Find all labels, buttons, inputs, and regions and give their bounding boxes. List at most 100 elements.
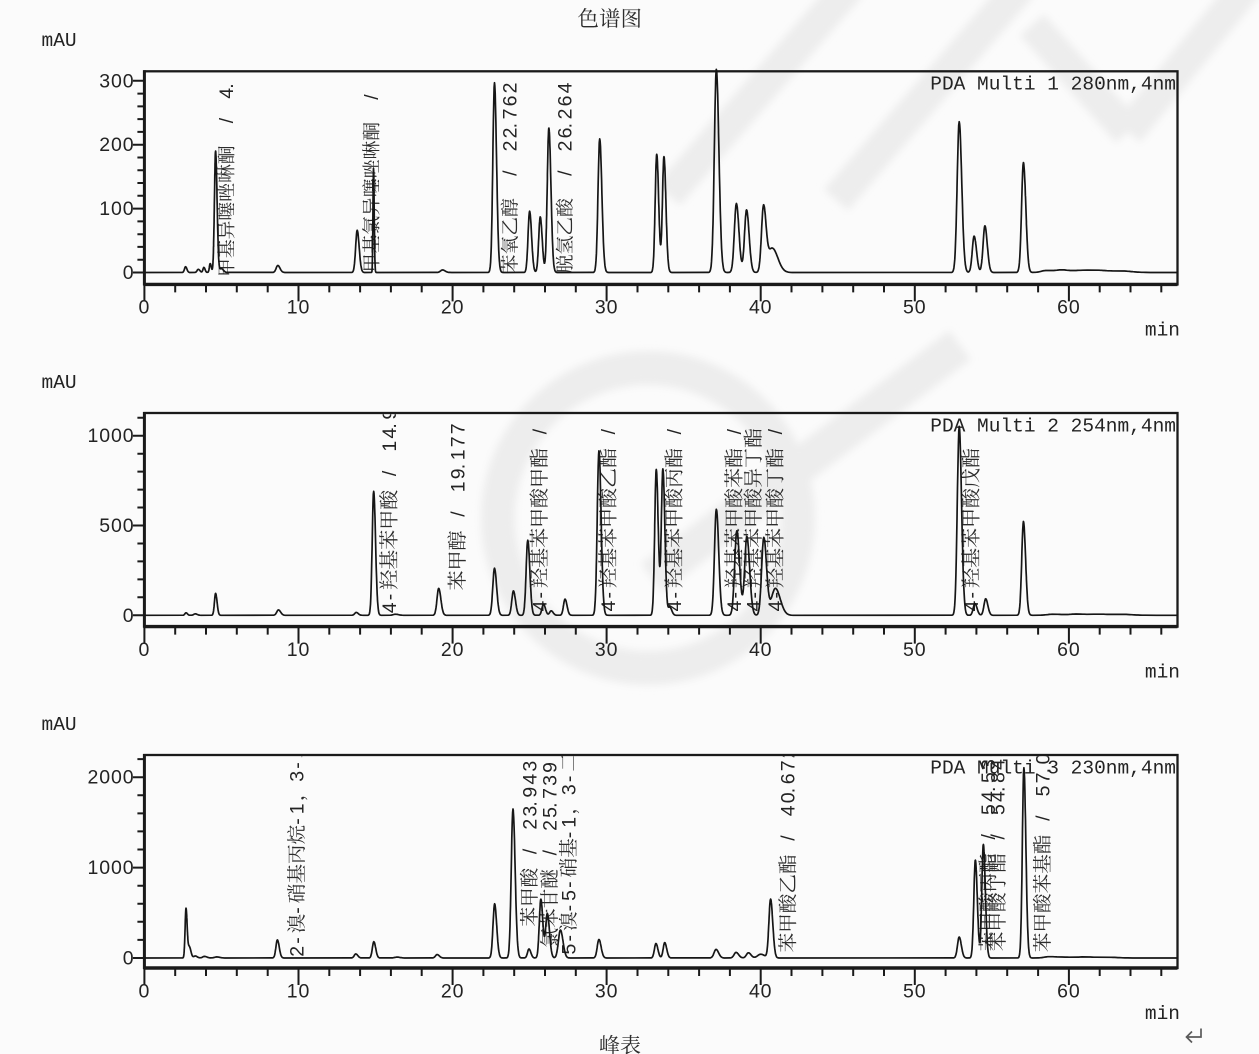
svg-text:-: - — [664, 592, 686, 599]
svg-text:/: / — [519, 848, 541, 854]
svg-text:100: 100 — [99, 198, 134, 220]
svg-text:-: - — [961, 592, 983, 599]
svg-text:7: 7 — [500, 109, 522, 120]
svg-text:4: 4 — [961, 601, 983, 612]
svg-text:6: 6 — [500, 96, 522, 107]
svg-text:-: - — [558, 935, 580, 942]
svg-text:.: . — [987, 787, 1009, 792]
svg-text:/: / — [540, 849, 562, 855]
svg-text:-: - — [287, 818, 309, 825]
svg-text:6: 6 — [555, 96, 577, 107]
svg-text:5: 5 — [540, 807, 562, 818]
svg-text:5: 5 — [558, 944, 580, 955]
svg-text:0: 0 — [123, 948, 135, 970]
svg-text:60: 60 — [1057, 980, 1081, 1002]
svg-text:4: 4 — [978, 791, 1000, 802]
svg-text:mAU: mAU — [42, 714, 77, 736]
svg-text:60: 60 — [1057, 639, 1081, 661]
svg-text:2: 2 — [555, 109, 577, 120]
svg-text:-: - — [529, 592, 551, 599]
svg-text:2: 2 — [500, 128, 522, 139]
svg-text:7: 7 — [778, 760, 800, 771]
svg-text:4: 4 — [724, 601, 746, 612]
svg-text:4: 4 — [743, 601, 765, 612]
svg-text:6: 6 — [555, 128, 577, 139]
svg-text:7: 7 — [1032, 773, 1054, 784]
svg-text:4: 4 — [765, 601, 787, 612]
svg-text:200: 200 — [99, 134, 134, 156]
svg-text:/: / — [500, 170, 522, 176]
svg-text:3: 3 — [287, 771, 309, 782]
svg-text:/: / — [529, 428, 551, 434]
svg-text:-: - — [558, 776, 580, 783]
svg-text:-: - — [379, 594, 401, 601]
svg-text:/: / — [447, 511, 469, 517]
svg-text:.: . — [555, 123, 577, 128]
svg-text:30: 30 — [595, 980, 619, 1002]
svg-text:2: 2 — [287, 946, 309, 957]
svg-text:/: / — [778, 835, 800, 841]
svg-text:20: 20 — [441, 980, 465, 1002]
svg-text:50: 50 — [903, 639, 927, 661]
svg-text:1: 1 — [447, 481, 469, 492]
svg-text:4: 4 — [529, 601, 551, 612]
svg-text:0: 0 — [1032, 753, 1054, 764]
svg-text:/: / — [1032, 815, 1054, 821]
svg-text:3: 3 — [519, 806, 541, 817]
svg-text:2: 2 — [519, 819, 541, 830]
svg-text:mAU: mAU — [42, 372, 77, 394]
svg-text:PDA Multi 3 230nm,4nm: PDA Multi 3 230nm,4nm — [930, 757, 1176, 779]
svg-text:8: 8 — [987, 772, 1009, 783]
svg-text:5: 5 — [978, 772, 1000, 783]
svg-text:.: . — [978, 787, 1000, 792]
svg-text:10: 10 — [287, 297, 311, 319]
svg-text:.: . — [1032, 768, 1054, 773]
svg-text:9: 9 — [540, 762, 562, 773]
svg-text:.: . — [519, 801, 541, 806]
svg-text:3: 3 — [558, 784, 580, 795]
svg-text:4: 4 — [598, 601, 620, 612]
svg-text:40: 40 — [749, 639, 773, 661]
svg-text:500: 500 — [99, 515, 134, 537]
svg-text:7: 7 — [447, 436, 469, 447]
svg-text:40: 40 — [749, 980, 773, 1002]
svg-text:/: / — [216, 117, 238, 123]
svg-text:6: 6 — [778, 773, 800, 784]
svg-text:1: 1 — [287, 803, 309, 814]
svg-text:/: / — [724, 428, 746, 434]
svg-text:.: . — [216, 83, 238, 88]
svg-text:5: 5 — [558, 890, 580, 901]
svg-text:-: - — [724, 592, 746, 599]
svg-text:3: 3 — [978, 759, 1000, 770]
svg-text:-: - — [765, 592, 787, 599]
svg-text:-: - — [287, 907, 309, 914]
svg-text:5: 5 — [987, 804, 1009, 815]
svg-text:3: 3 — [540, 775, 562, 786]
svg-text:60: 60 — [1057, 297, 1081, 319]
svg-text:.: . — [379, 423, 401, 428]
svg-text:2000: 2000 — [88, 767, 135, 789]
svg-text:10: 10 — [287, 639, 311, 661]
svg-text:40: 40 — [749, 297, 773, 319]
svg-text:-: - — [598, 592, 620, 599]
svg-text:min: min — [1145, 319, 1180, 341]
svg-text:10: 10 — [287, 980, 311, 1002]
svg-text:7: 7 — [447, 423, 469, 434]
svg-text:PDA Multi 1 280nm,4nm: PDA Multi 1 280nm,4nm — [930, 74, 1176, 96]
svg-text:1000: 1000 — [88, 857, 135, 879]
svg-text:9: 9 — [379, 409, 401, 420]
svg-text:4: 4 — [987, 759, 1009, 770]
svg-text:.: . — [778, 788, 800, 793]
svg-text:-: - — [558, 881, 580, 888]
svg-text:300: 300 — [99, 70, 134, 92]
svg-text:2: 2 — [555, 141, 577, 152]
svg-text:-: - — [558, 832, 580, 839]
svg-text:/: / — [598, 428, 620, 434]
svg-text:/: / — [379, 470, 401, 476]
svg-text:7: 7 — [540, 788, 562, 799]
svg-text:0: 0 — [123, 262, 135, 284]
svg-text:5: 5 — [987, 746, 1009, 757]
svg-text:min: min — [1145, 662, 1180, 684]
svg-text:0: 0 — [778, 792, 800, 803]
svg-text:-: - — [287, 762, 309, 769]
